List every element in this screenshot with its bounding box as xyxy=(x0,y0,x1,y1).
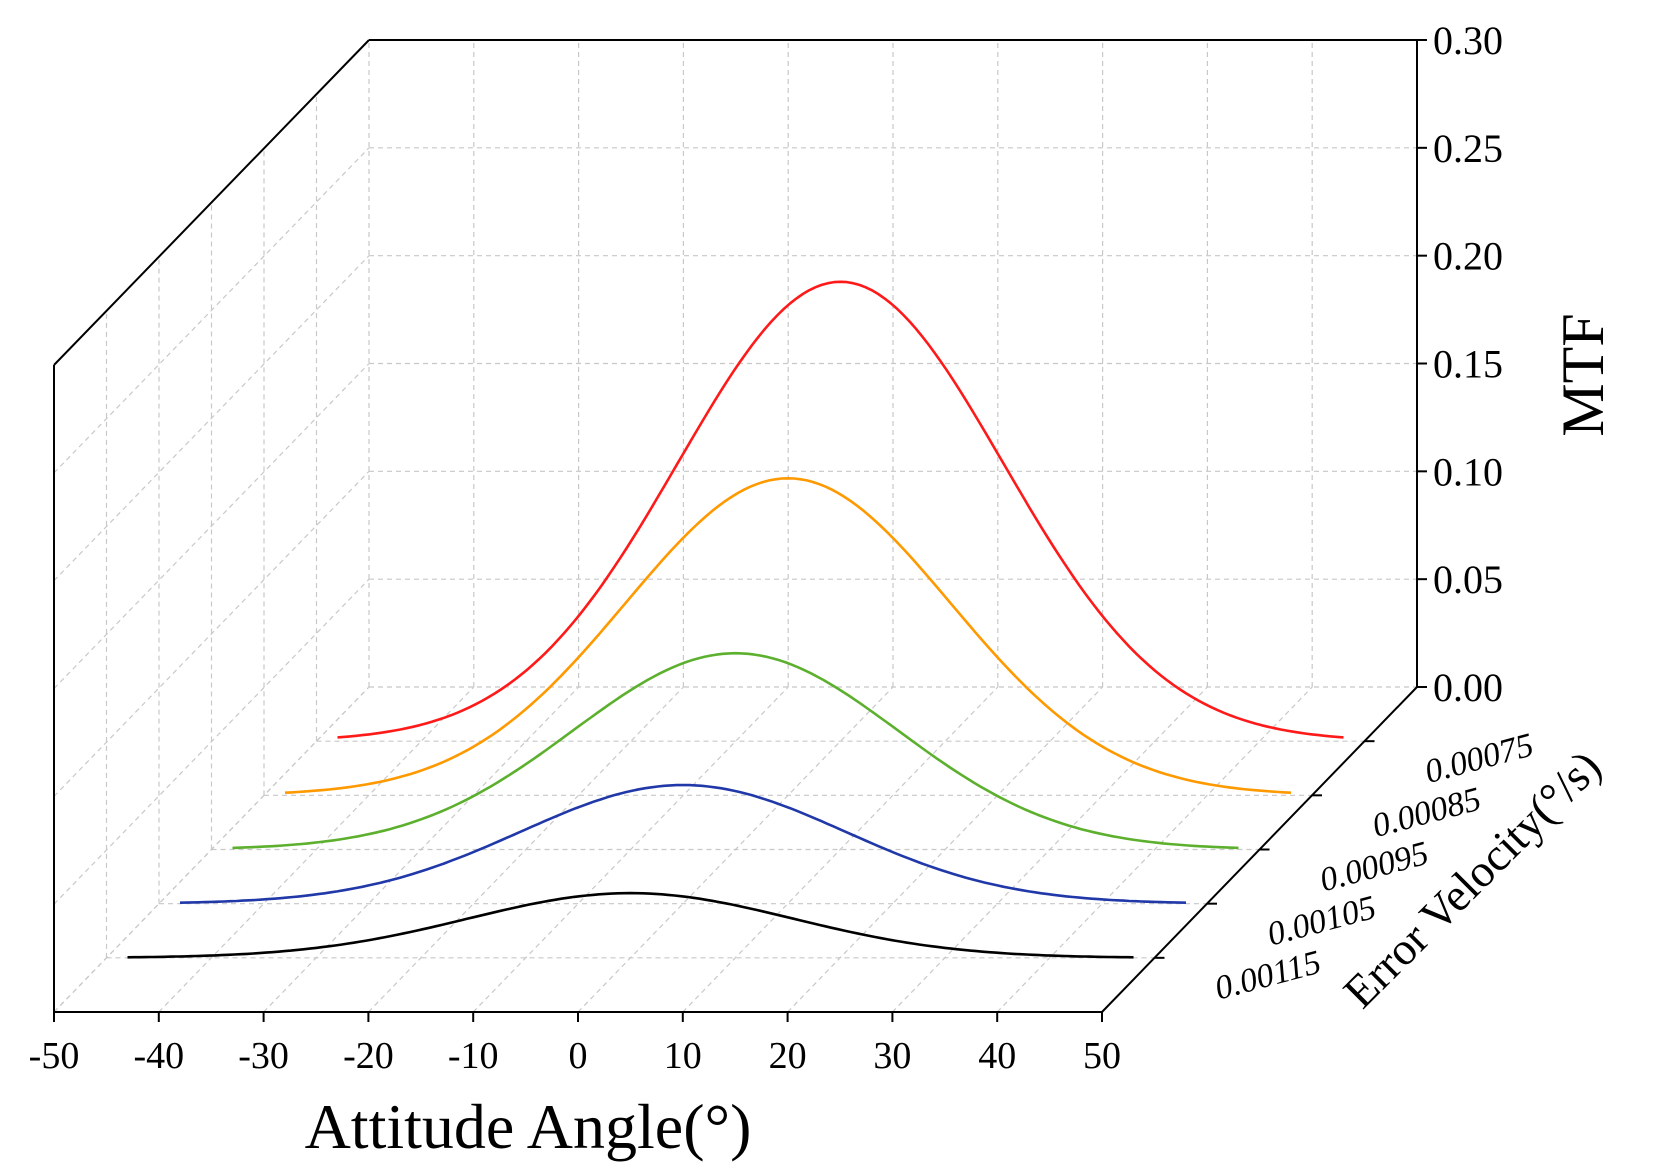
x-tick-label: 50 xyxy=(1083,1035,1121,1077)
x-tick-label: 0 xyxy=(569,1035,588,1077)
z-tick-label: 0.10 xyxy=(1433,449,1503,494)
series-line-0-00075 xyxy=(337,280,1344,739)
x-tick-label: 40 xyxy=(978,1035,1016,1077)
y-tick-label: 0.00105 xyxy=(1263,889,1379,953)
z-tick-label: 0.20 xyxy=(1433,234,1503,279)
y-tick-label: 0.00095 xyxy=(1316,835,1432,899)
x-tick-label: -40 xyxy=(133,1035,184,1077)
z-tick-label: 0.05 xyxy=(1433,557,1503,602)
floor-gridline-x xyxy=(158,686,475,1013)
x-axis-title: Attitude Angle(°) xyxy=(305,1091,752,1162)
floor-gridline-x xyxy=(996,686,1313,1013)
frame-layer xyxy=(53,39,1418,1013)
tick-layer: -50 -40 -30 -20 -10 0 10 20 30 40 50 0.00 0.05 0.10 0.… xyxy=(29,18,1538,1077)
left-wall-gridline-z xyxy=(53,363,370,689)
x-tick-label: -30 xyxy=(238,1035,289,1077)
x-tick-label: -20 xyxy=(343,1035,394,1077)
left-wall-top-edge xyxy=(53,39,370,366)
y-tick-label: 0.00075 xyxy=(1421,727,1537,791)
x-tick-label: 30 xyxy=(873,1035,911,1077)
z-axis-title: MTF xyxy=(1550,313,1616,436)
left-wall-gridline-z xyxy=(53,578,370,905)
z-tick-label: 0.00 xyxy=(1433,665,1503,710)
x-tick-label: -50 xyxy=(29,1035,80,1077)
floor-gridline-x xyxy=(472,686,789,1013)
x-tick-label: -10 xyxy=(448,1035,499,1077)
left-wall-gridline-z xyxy=(53,470,370,797)
z-tick-label: 0.15 xyxy=(1433,342,1503,387)
left-wall-gridline-z xyxy=(53,147,370,474)
series-line-0-00095 xyxy=(232,651,1239,850)
floor-gridline-x xyxy=(367,686,684,1013)
series-layer xyxy=(127,280,1344,959)
y-tick-label: 0.00085 xyxy=(1368,781,1484,845)
floor-gridline-x xyxy=(682,686,999,1013)
grid-layer xyxy=(53,39,1418,1013)
left-wall-gridline-z xyxy=(53,255,370,582)
z-tick-label: 0.30 xyxy=(1433,18,1503,63)
x-tick-label: 20 xyxy=(769,1035,807,1077)
z-tick-label: 0.25 xyxy=(1433,126,1503,171)
series-line-0-00115 xyxy=(127,891,1134,959)
series-line-0-00105 xyxy=(179,783,1187,904)
series-line-0-00085 xyxy=(284,476,1292,794)
x-tick-label: 10 xyxy=(664,1035,702,1077)
y-tick-label: 0.00115 xyxy=(1211,944,1325,1008)
